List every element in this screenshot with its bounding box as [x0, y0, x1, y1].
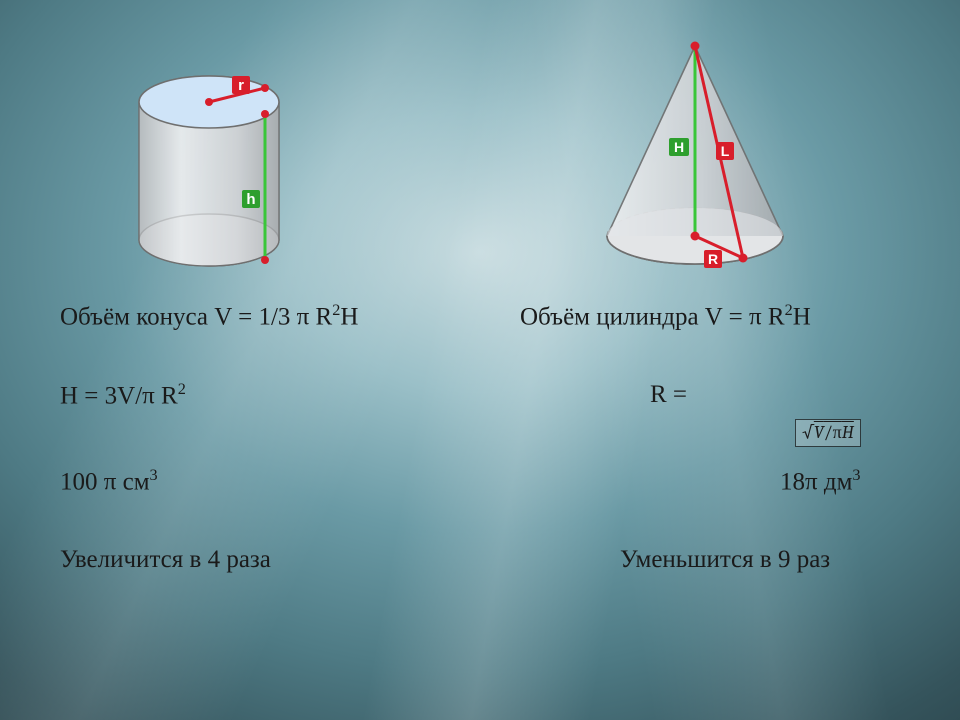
cylinder-h-label: h	[246, 191, 255, 208]
radius-formula: R = √V/πH	[520, 379, 900, 410]
text-area: Объём конуса V = 1/3 π R2H Объём цилиндр…	[60, 300, 900, 575]
row-3: 100 π см3 18π дм3	[60, 465, 900, 498]
value-left: 100 π см3	[60, 465, 520, 498]
cone-diagram: H L R	[575, 28, 815, 288]
height-formula: H = 3V/π R2	[60, 379, 520, 412]
cone-volume-formula: Объём конуса V = 1/3 π R2H	[60, 300, 520, 333]
figures-area: r r h H L R	[0, 20, 960, 290]
cylinder-volume-formula: Объём цилиндра V = π R2H	[520, 300, 900, 333]
cone-l-label: L	[721, 143, 730, 159]
radical-expression: √V/πH	[795, 413, 861, 448]
value-right: 18π дм3	[520, 465, 900, 498]
row-2: H = 3V/π R2 R = √V/πH	[60, 379, 900, 412]
cylinder-diagram: r r h	[115, 42, 315, 302]
row-1: Объём конуса V = 1/3 π R2H Объём цилиндр…	[60, 300, 900, 333]
decrease-text: Уменьшится в 9 раз	[520, 544, 900, 575]
svg-text:r: r	[238, 77, 244, 94]
increase-text: Увеличится в 4 раза	[60, 544, 520, 575]
row-4: Увеличится в 4 раза Уменьшится в 9 раз	[60, 544, 900, 575]
cone-h-label: H	[674, 139, 684, 155]
cone-r-label: R	[708, 251, 718, 267]
